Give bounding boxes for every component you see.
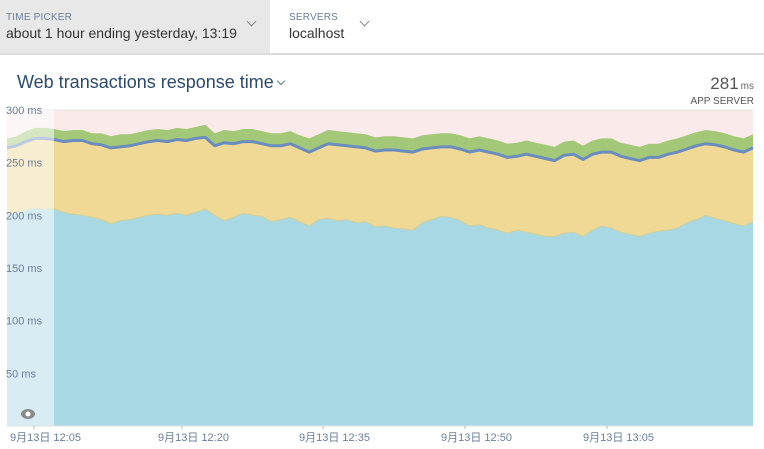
faded-range-band [7,110,54,426]
series-label: APP SERVER [690,96,754,107]
x-tick-label: 9月13日 12:20 [158,432,229,444]
time-picker[interactable]: TIME PICKER about 1 hour ending yesterda… [0,0,270,53]
y-tick-label: 50 ms [6,368,36,380]
chevron-down-icon[interactable] [276,76,286,86]
time-picker-label: TIME PICKER [6,12,73,23]
y-tick-label: 300 ms [6,105,43,117]
servers-picker[interactable]: SERVERS localhost [270,0,380,53]
y-tick-label: 250 ms [6,158,43,170]
series-line [6,135,754,163]
x-tick-label: 9月13日 13:05 [583,432,654,444]
current-value-unit: ms [740,81,754,92]
current-value-number: 281 [710,74,739,93]
servers-value: localhost [289,25,345,41]
chevron-down-icon [246,16,257,27]
time-picker-value: about 1 hour ending yesterday, 13:19 [6,25,237,41]
chart-title[interactable]: Web transactions response time [17,72,274,92]
x-tick-label: 9月13日 12:35 [299,432,370,444]
chevron-down-icon [359,16,370,27]
series-area-blue [7,208,753,426]
x-tick-label: 9月13日 12:05 [10,432,81,444]
y-tick-label: 100 ms [6,316,43,328]
eye-icon-pupil [25,411,31,417]
series-boundary [6,207,754,237]
top-filter-bar: TIME PICKER about 1 hour ending yesterda… [0,0,764,55]
y-tick-label: 150 ms [6,263,43,275]
response-time-chart[interactable]: 300 ms 250 ms 200 ms 150 ms 100 ms 50 ms 9月13日… [0,100,764,449]
x-tick-label: 9月13日 12:50 [441,432,512,444]
servers-label: SERVERS [289,12,339,23]
y-tick-label: 200 ms [6,210,43,222]
current-value: 281 ms [710,74,754,94]
